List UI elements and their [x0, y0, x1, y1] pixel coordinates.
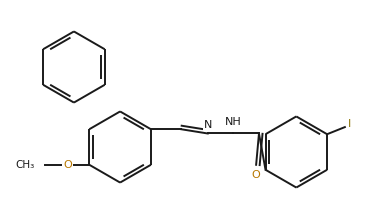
- Text: I: I: [348, 119, 352, 129]
- Text: CH₃: CH₃: [16, 160, 35, 170]
- Text: O: O: [63, 160, 72, 170]
- Text: NH: NH: [225, 117, 242, 127]
- Text: O: O: [252, 170, 260, 180]
- Text: N: N: [204, 120, 212, 130]
